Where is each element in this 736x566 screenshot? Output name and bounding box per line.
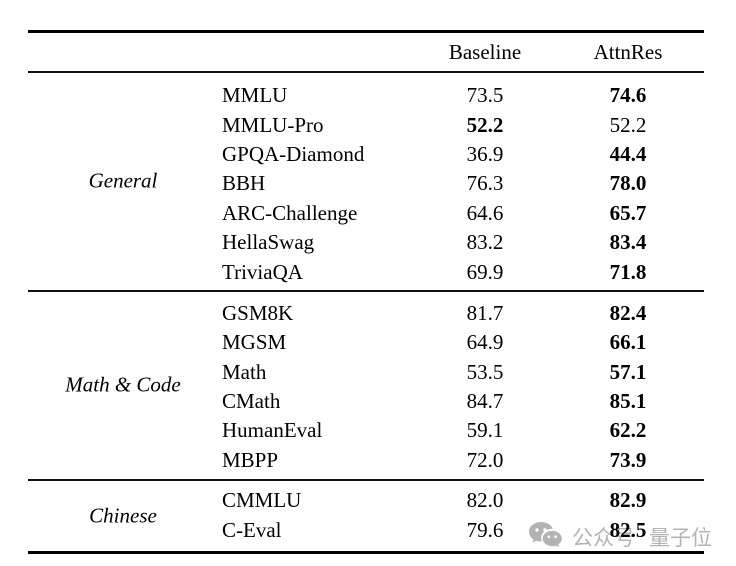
table-row: MBPP 72.0 73.9 [222, 446, 704, 475]
benchmark-name: ARC-Challenge [222, 200, 358, 225]
table-row: MGSM 64.9 66.1 [222, 328, 704, 357]
table-row: CMath 84.7 85.1 [222, 387, 704, 416]
attnres-value: 82.9 [609, 488, 647, 513]
benchmark-name: MBPP [222, 447, 279, 472]
baseline-value: 84.7 [466, 389, 504, 414]
table-bottom-rule [28, 550, 704, 554]
baseline-value: 69.9 [466, 259, 504, 284]
category-label-general: General [88, 168, 158, 193]
baseline-value: 52.2 [466, 112, 504, 137]
qbitai-watermark: 公众号 量子位 [528, 521, 712, 553]
attnres-value: 82.4 [609, 300, 647, 325]
baseline-value: 76.3 [466, 171, 504, 196]
benchmark-name: CMath [222, 389, 281, 414]
benchmark-name: C-Eval [222, 517, 282, 542]
benchmark-name: BBH [222, 171, 266, 196]
baseline-value: 53.5 [466, 359, 504, 384]
table-row: C-Eval 79.6 82.5 [222, 515, 704, 544]
baseline-value: 82.0 [466, 488, 504, 513]
attnres-value: 52.2 [609, 112, 647, 137]
benchmark-name: GSM8K [222, 300, 294, 325]
baseline-value: 73.5 [466, 83, 504, 108]
table-top-rule [28, 30, 704, 33]
table-header-row: Baseline AttnRes [222, 33, 704, 71]
attnres-value: 83.4 [609, 230, 647, 255]
benchmark-name: MGSM [222, 330, 287, 355]
attnres-value: 73.9 [609, 447, 647, 472]
header-baseline: Baseline [448, 39, 522, 64]
table-row: MMLU-Pro 52.2 52.2 [222, 110, 704, 139]
baseline-value: 36.9 [466, 141, 504, 166]
benchmark-name: CMMLU [222, 488, 302, 513]
table-row: CMMLU 82.0 82.9 [222, 486, 704, 515]
baseline-value: 79.6 [466, 517, 504, 542]
watermark-text-left: 公众号 [572, 526, 635, 550]
section-general: General MMLU 73.5 74.6 MMLU-Pro 52.2 52.… [28, 73, 704, 290]
category-label-chinese: Chinese [89, 503, 157, 528]
benchmark-name: GPQA-Diamond [222, 141, 365, 166]
baseline-value: 72.0 [466, 447, 504, 472]
benchmark-name: MMLU-Pro [222, 112, 324, 137]
table-row: GSM8K 81.7 82.4 [222, 299, 704, 328]
benchmark-name: MMLU [222, 83, 288, 108]
section-divider-rule [28, 289, 704, 292]
table-row: GPQA-Diamond 36.9 44.4 [222, 140, 704, 169]
section-divider-rule [28, 479, 704, 482]
attnres-value: 57.1 [609, 359, 647, 384]
attnres-value: 62.2 [609, 418, 647, 443]
attnres-value: 66.1 [609, 330, 647, 355]
baseline-value: 64.6 [466, 200, 504, 225]
baseline-value: 83.2 [466, 230, 504, 255]
table-row: ARC-Challenge 64.6 65.7 [222, 199, 704, 228]
benchmark-name: HellaSwag [222, 230, 315, 255]
section-chinese: Chinese CMMLU 82.0 82.9 C-Eval 79.6 82.5 [28, 481, 704, 551]
attnres-value: 82.5 [609, 517, 647, 542]
wechat-icon [528, 521, 566, 553]
benchmark-name: TriviaQA [222, 259, 303, 284]
table-header-rule [28, 71, 704, 73]
category-label-math-code: Math & Code [65, 372, 181, 397]
baseline-value: 81.7 [466, 300, 504, 325]
section-math-code: Math & Code GSM8K 81.7 82.4 MGSM 64.9 66… [28, 292, 704, 479]
benchmark-name: HumanEval [222, 418, 323, 443]
attnres-value: 71.8 [609, 259, 647, 284]
table-row: HellaSwag 83.2 83.4 [222, 228, 704, 257]
table-row: BBH 76.3 78.0 [222, 169, 704, 198]
benchmark-name: Math [222, 359, 267, 384]
watermark-text-right: 量子位 [649, 526, 712, 550]
benchmark-results-table: Baseline AttnRes General MMLU 73.5 74.6 … [28, 30, 704, 554]
table-row: Math 53.5 57.1 [222, 358, 704, 387]
attnres-value: 85.1 [609, 389, 647, 414]
table-row: MMLU 73.5 74.6 [222, 81, 704, 110]
attnres-value: 65.7 [609, 200, 647, 225]
attnres-value: 44.4 [609, 141, 647, 166]
header-attnres: AttnRes [593, 39, 663, 64]
table-row: HumanEval 59.1 62.2 [222, 416, 704, 445]
baseline-value: 59.1 [466, 418, 504, 443]
attnres-value: 78.0 [609, 171, 647, 196]
table-row: TriviaQA 69.9 71.8 [222, 257, 704, 286]
attnres-value: 74.6 [609, 83, 647, 108]
baseline-value: 64.9 [466, 330, 504, 355]
